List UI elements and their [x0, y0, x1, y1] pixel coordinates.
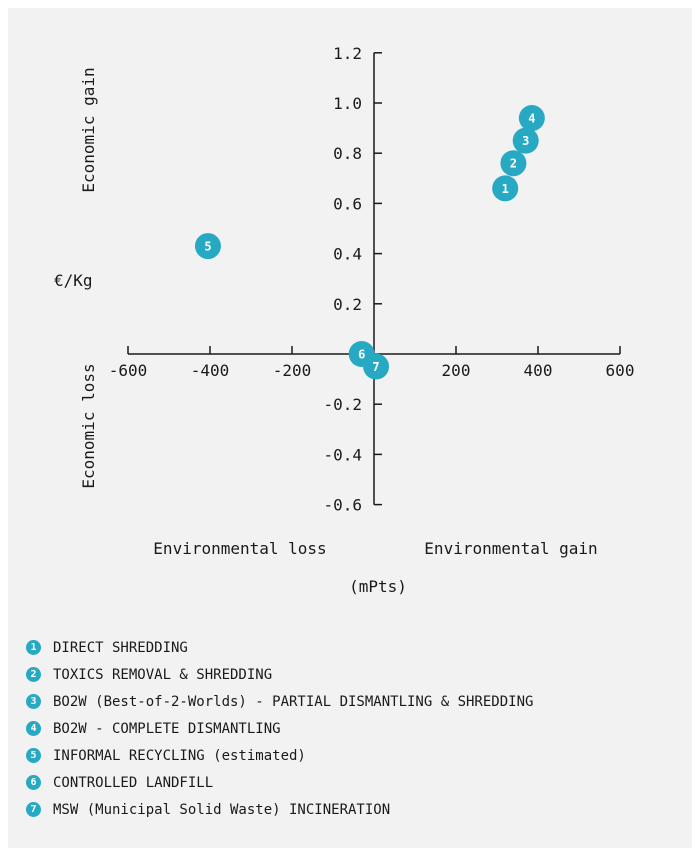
data-point-2: 2 — [500, 150, 527, 177]
legend-label: MSW (Municipal Solid Waste) INCINERATION — [53, 801, 391, 818]
chart-panel — [8, 8, 692, 848]
legend-item: 1 DIRECT SHREDDING — [26, 634, 686, 661]
y-axis-title-top: Economic gain — [79, 67, 98, 192]
legend-item: 5 INFORMAL RECYCLING (estimated) — [26, 742, 686, 769]
point-label: 7 — [372, 360, 379, 374]
legend-marker: 4 — [26, 721, 41, 736]
point-marker — [492, 175, 519, 202]
point-marker — [512, 127, 539, 154]
x-tick-label: 400 — [524, 361, 553, 380]
x-tick-label: 200 — [442, 361, 471, 380]
y-tick-label: -0.6 — [323, 496, 362, 515]
x-axis-unit: (mPts) — [349, 577, 407, 596]
point-label: 3 — [522, 134, 529, 148]
y-axis-title-bottom: Economic loss — [79, 363, 98, 488]
legend-label: INFORMAL RECYCLING (estimated) — [53, 747, 306, 764]
legend-marker: 7 — [26, 802, 41, 817]
x-axis-title-left: Environmental loss — [153, 539, 326, 558]
legend-label: TOXICS REMOVAL & SHREDDING — [53, 666, 273, 683]
y-tick-label: -0.2 — [323, 395, 362, 414]
point-marker — [500, 150, 527, 177]
point-marker — [194, 233, 221, 260]
point-label: 5 — [204, 240, 211, 254]
legend-item: 2 TOXICS REMOVAL & SHREDDING — [26, 661, 686, 688]
legend-label: CONTROLLED LANDFILL — [53, 774, 214, 791]
data-point-1: 1 — [492, 175, 519, 202]
point-label: 2 — [510, 157, 517, 171]
legend-item: 4 BO2W - COMPLETE DISMANTLING — [26, 715, 686, 742]
y-tick-label: 0.4 — [333, 245, 362, 264]
y-tick-label: 0.8 — [333, 144, 362, 163]
point-label: 4 — [528, 112, 535, 126]
legend-marker: 1 — [26, 640, 41, 655]
legend-marker: 2 — [26, 667, 41, 682]
legend-label: BO2W - COMPLETE DISMANTLING — [53, 720, 281, 737]
data-point-3: 3 — [512, 127, 539, 154]
x-axis-title-right: Environmental gain — [424, 539, 597, 558]
x-tick-label: -400 — [191, 361, 230, 380]
point-marker — [363, 353, 390, 380]
point-marker — [518, 105, 545, 132]
y-tick-label: 1.2 — [333, 44, 362, 63]
x-tick-label: 600 — [606, 361, 635, 380]
axes — [128, 52, 620, 505]
legend-label: DIRECT SHREDDING — [53, 639, 188, 656]
y-tick-label: 1.0 — [333, 94, 362, 113]
ticks: -600 -400 -200 200 400 600 1.2 1.0 0.8 0.6 0.4 0.2 -… — [109, 44, 635, 515]
data-point-5: 5 — [194, 233, 221, 260]
y-tick-label: 0.2 — [333, 295, 362, 314]
legend-item: 6 CONTROLLED LANDFILL — [26, 769, 686, 796]
y-tick-label: 0.6 — [333, 194, 362, 213]
legend: 1 DIRECT SHREDDING 2 TOXICS REMOVAL & SHRED… — [26, 634, 686, 823]
x-tick-label: -200 — [273, 361, 312, 380]
scatter-chart: -600 -400 -200 200 400 600 1.2 1.0 0.8 0.6 0.4 0.2 -… — [54, 44, 635, 596]
legend-marker: 5 — [26, 748, 41, 763]
y-axis-unit: €/Kg — [54, 271, 93, 290]
x-tick-label: -600 — [109, 361, 148, 380]
legend-marker: 6 — [26, 775, 41, 790]
data-point-4: 4 — [518, 105, 545, 132]
legend-marker: 3 — [26, 694, 41, 709]
data-point-7: 7 — [363, 353, 390, 380]
legend-item: 7 MSW (Municipal Solid Waste) INCINERATIO… — [26, 796, 686, 823]
point-label: 6 — [358, 348, 365, 362]
y-tick-label: -0.4 — [323, 445, 362, 464]
legend-label: BO2W (Best-of-2-Worlds) - PARTIAL DISMAN… — [53, 693, 534, 710]
legend-item: 3 BO2W (Best-of-2-Worlds) - PARTIAL DISMA… — [26, 688, 686, 715]
point-label: 1 — [502, 182, 509, 196]
data-points: 123 4 5 67 — [194, 105, 545, 380]
